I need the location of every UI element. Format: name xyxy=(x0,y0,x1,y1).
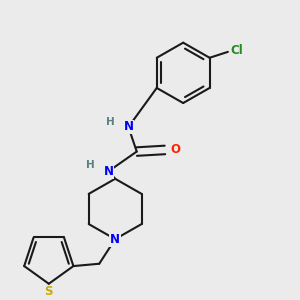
Text: N: N xyxy=(110,232,120,246)
Text: N: N xyxy=(103,165,113,178)
Text: H: H xyxy=(106,117,115,127)
Text: S: S xyxy=(45,285,53,298)
Text: N: N xyxy=(123,121,134,134)
Text: Cl: Cl xyxy=(231,44,244,57)
Text: O: O xyxy=(170,143,181,156)
Text: H: H xyxy=(86,160,95,170)
